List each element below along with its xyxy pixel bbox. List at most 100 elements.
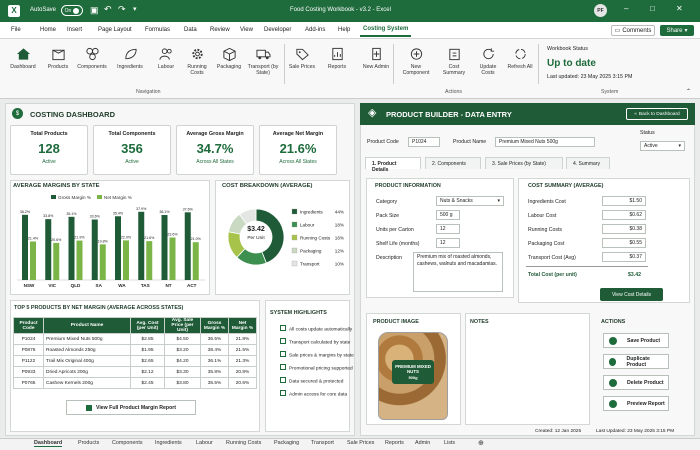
legend-label: Ingredients <box>300 210 323 215</box>
ribbon-labour-button[interactable]: Labour <box>151 44 181 86</box>
ribbon-products-button[interactable]: Products <box>43 44 73 86</box>
sheet-tab-lists[interactable]: Lists <box>444 440 456 446</box>
ribbon-new-component-button[interactable]: New Component <box>398 44 434 86</box>
menu-formulas[interactable]: Formulas <box>145 27 171 33</box>
table-row[interactable]: P0876 Roasted Almonds 250g $1.95 $3.20 38.4%… <box>13 344 257 356</box>
table-row[interactable]: P0933 Dried Apricots 200g $2.12 $3.30 35.8% 2… <box>13 366 257 378</box>
sheet-tab-packaging[interactable]: Packaging <box>274 440 300 446</box>
sheet-tab-transport[interactable]: Transport <box>311 440 334 446</box>
top5-header-row: Product Code Product Name Avg. Cost (per… <box>13 317 257 334</box>
sheet-tab-ingredients[interactable]: Ingredients <box>155 440 182 446</box>
back-to-dashboard-button[interactable]: «Back to Dashboard <box>626 108 688 120</box>
units-carton-field[interactable]: 12 <box>436 224 460 234</box>
sheet-tab-reports[interactable]: Reports <box>385 440 404 446</box>
view-margin-report-button[interactable]: View Full Product Margin Report <box>66 400 196 415</box>
share-button[interactable]: Share ▾ <box>660 25 694 36</box>
ribbon-refresh-all-button[interactable]: Refresh All <box>505 44 535 86</box>
table-row[interactable]: P1122 Trail Mix Original 400g $2.65 $4.20 36… <box>13 355 257 367</box>
ribbon-running-costs-button[interactable]: Running Costs <box>182 44 212 86</box>
created-date: Created: 12 Jan 2025 <box>535 429 582 434</box>
description-textarea[interactable]: Premium mix of roasted almonds, cashews,… <box>413 252 503 292</box>
cell: P1024 <box>13 333 44 345</box>
sheet-tab-labour[interactable]: Labour <box>196 440 213 446</box>
title-bar: X AutoSave On ▣ ↶ ↷ ▾ Food Costing Workb… <box>0 0 700 22</box>
add-sheet-icon[interactable]: ⊕ <box>478 440 484 447</box>
x-tick-label: QLD <box>71 283 81 288</box>
comments-button[interactable]: ▭ Comments <box>611 25 655 36</box>
product-name-field[interactable]: Premium Mixed Nuts 500g <box>495 137 595 147</box>
delete-product-button[interactable]: Delete Product <box>603 375 669 390</box>
menu-page-layout[interactable]: Page Layout <box>98 27 132 33</box>
save-icon[interactable]: ▣ <box>90 5 99 15</box>
autosave-toggle[interactable]: On <box>61 5 83 16</box>
redo-icon[interactable]: ↷ <box>118 4 126 14</box>
maximize-icon[interactable]: □ <box>650 4 655 13</box>
tab-components[interactable]: 2. Components <box>425 157 481 169</box>
ribbon-reports-button[interactable]: Reports <box>322 44 352 86</box>
pack-size-field[interactable]: 500 g <box>436 210 460 220</box>
sheet-tab-products[interactable]: Products <box>78 440 100 446</box>
action-label: Save Product <box>627 337 661 344</box>
view-cost-details-button[interactable]: View Cost Details <box>600 288 663 301</box>
menu-data[interactable]: Data <box>184 27 197 33</box>
ribbon-dashboard-button[interactable]: Dashboard <box>8 44 38 86</box>
action-label: Duplicate Product <box>626 355 650 368</box>
user-avatar[interactable]: PF <box>594 4 607 17</box>
highlights-title: SYSTEM HIGHLIGHTS <box>270 310 327 316</box>
sheet-tab-running-costs[interactable]: Running Costs <box>226 440 262 446</box>
ribbon-components-button[interactable]: Components <box>77 44 107 86</box>
menu-home[interactable]: Home <box>40 27 57 33</box>
tab-product-details[interactable]: 1. Product Details <box>365 157 421 173</box>
ribbon-transport-button[interactable]: Transport (by State) <box>246 44 280 86</box>
shelf-life-field[interactable]: 12 <box>436 238 460 248</box>
sheet-tab-dashboard[interactable]: Dashboard <box>34 440 63 447</box>
summary-value: $0.38 <box>602 224 646 234</box>
product-code-field[interactable]: P1024 <box>408 137 440 147</box>
ribbon-sale-prices-button[interactable]: Sale Prices <box>287 44 317 86</box>
bar <box>146 241 153 280</box>
highlight-text: Transport calculated by state <box>289 340 351 346</box>
menu-file[interactable]: File <box>11 27 21 33</box>
ribbon-update-costs-button[interactable]: Update Costs <box>473 44 503 86</box>
ribbon-label: Labour <box>157 64 175 70</box>
menu-view[interactable]: View <box>240 27 253 33</box>
status-select[interactable]: Active ▾ <box>640 141 685 151</box>
margins-chart-panel <box>10 180 210 295</box>
ribbon-new-admin-button[interactable]: New Admin <box>361 44 391 86</box>
customize-qat-icon[interactable]: ▾ <box>133 6 137 13</box>
undo-icon[interactable]: ↶ <box>104 4 112 14</box>
legend-swatch <box>291 260 298 267</box>
category-select[interactable]: Nuts & Snacks ▾ <box>436 196 504 206</box>
save-product-button[interactable]: Save Product <box>603 333 669 348</box>
duplicate-product-button[interactable]: Duplicate Product <box>603 354 669 369</box>
menu-insert[interactable]: Insert <box>67 27 83 33</box>
collapse-ribbon-icon[interactable]: ⌃ <box>686 89 692 95</box>
donut-center-value: $3.42 <box>247 226 265 233</box>
table-row[interactable]: P1024 Premium Mixed Nuts 500g $2.85 $4.50 36… <box>13 333 257 345</box>
status-label: Status <box>640 130 655 136</box>
close-icon[interactable]: ✕ <box>676 4 683 13</box>
kpi-sub: Active <box>125 159 139 165</box>
minimize-icon[interactable]: – <box>624 4 629 13</box>
legend-label: Net Margin % <box>104 195 132 200</box>
ribbon-packaging-button[interactable]: Packaging <box>214 44 244 86</box>
bar <box>45 219 52 280</box>
preview-report-button[interactable]: Preview Report <box>603 396 669 411</box>
cell: 20.8% <box>228 366 257 378</box>
sheet-tab-components[interactable]: Components <box>112 440 143 446</box>
cell: P0933 <box>13 366 44 378</box>
ribbon-cost-summary-button[interactable]: Cost Summary <box>437 44 471 86</box>
tab-sale-prices[interactable]: 3. Sale Prices (by State) <box>485 157 563 169</box>
notes-textarea[interactable] <box>470 328 585 418</box>
menu-developer[interactable]: Developer <box>264 27 292 33</box>
ribbon-ingredients-button[interactable]: Ingredients <box>115 44 145 86</box>
window-title: Food Costing Workbook - v3.2 - Excel <box>290 7 391 13</box>
menu-add-ins[interactable]: Add-ins <box>305 27 326 33</box>
sheet-tab-admin[interactable]: Admin <box>415 440 431 446</box>
table-row[interactable]: P0765 Cashew Kernels 200g $2.45 $3.80 35.5% 2… <box>13 377 257 389</box>
menu-help[interactable]: Help <box>338 27 351 33</box>
menu-review[interactable]: Review <box>210 27 230 33</box>
menu-costing-system[interactable]: Costing System <box>360 25 412 37</box>
sheet-tab-sale-prices[interactable]: Sale Prices <box>347 440 375 446</box>
tab-summary[interactable]: 4. Summary <box>566 157 610 169</box>
